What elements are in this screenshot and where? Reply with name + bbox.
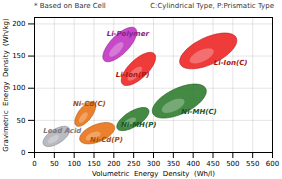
svg-text:550: 550 xyxy=(246,160,259,168)
svg-text:450: 450 xyxy=(206,160,219,168)
svg-text:100: 100 xyxy=(67,160,80,168)
svg-text:0: 0 xyxy=(21,149,25,157)
svg-text:Li-Polymer: Li-Polymer xyxy=(107,30,150,38)
svg-text:Volumetric Energy Density (: Volumetric Energy Density (Wh/l) xyxy=(92,170,215,178)
svg-text:500: 500 xyxy=(226,160,239,168)
svg-text:Gravimetric Energy Density: Gravimetric Energy Density (Wh/kg) xyxy=(2,18,10,152)
svg-text:Lead Acid: Lead Acid xyxy=(43,127,82,135)
svg-text:Li-Ion(C): Li-Ion(C) xyxy=(214,59,248,67)
svg-text:150: 150 xyxy=(87,160,100,168)
svg-text:350: 350 xyxy=(167,160,180,168)
svg-text:50: 50 xyxy=(50,160,59,168)
svg-text:50: 50 xyxy=(17,117,26,125)
svg-text:Ni-Cd(C): Ni-Cd(C) xyxy=(73,100,106,108)
svg-text:250: 250 xyxy=(127,160,140,168)
svg-text:Ni-Cd(P): Ni-Cd(P) xyxy=(90,136,123,144)
svg-text:150: 150 xyxy=(12,52,25,60)
svg-text:100: 100 xyxy=(12,84,25,92)
svg-text:400: 400 xyxy=(186,160,199,168)
html-text:C:Cylindrical Type, P:Prismati: C:Cylindrical Type, P:Prismatic Type xyxy=(150,2,274,10)
svg-text:Ni-MH(C): Ni-MH(C) xyxy=(181,108,217,116)
svg-text:0: 0 xyxy=(32,160,36,168)
svg-text:200: 200 xyxy=(12,20,25,28)
svg-text:300: 300 xyxy=(147,160,160,168)
svg-text:200: 200 xyxy=(107,160,120,168)
html-text:* Based on Bare Cell: * Based on Bare Cell xyxy=(34,2,106,10)
svg-text:Li-Ion(P): Li-Ion(P) xyxy=(116,71,150,79)
svg-text:Ni-MH(P): Ni-MH(P) xyxy=(121,121,157,129)
svg-text:600: 600 xyxy=(266,160,279,168)
